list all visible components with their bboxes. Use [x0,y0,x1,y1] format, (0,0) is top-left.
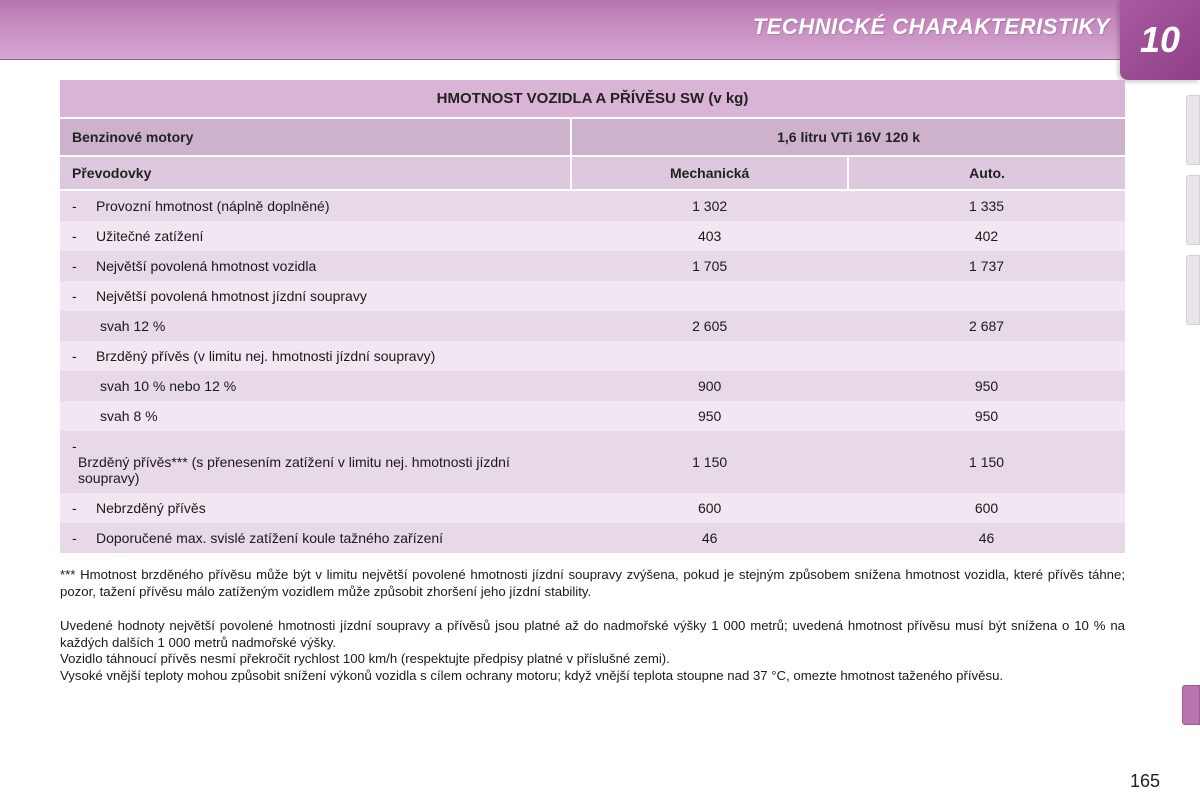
page-number: 165 [1130,771,1160,792]
page-content: HMOTNOST VOZIDLA A PŘÍVĚSU SW (v kg) Ben… [60,80,1125,770]
row-label-text: Užitečné zatížení [90,228,203,244]
row-value-auto: 950 [848,401,1125,431]
engine-value: 1,6 litru VTi 16V 120 k [571,118,1125,156]
row-value-mechanical: 403 [571,221,848,251]
table-title: HMOTNOST VOZIDLA A PŘÍVĚSU SW (v kg) [60,80,1125,118]
row-value-mechanical: 900 [571,371,848,401]
row-label: -Užitečné zatížení [60,221,571,251]
row-label: svah 12 % [60,311,571,341]
bullet-dash-icon: - [72,258,90,274]
row-label: -Největší povolená hmotnost vozidla [60,251,571,281]
row-label-text: Doporučené max. svislé zatížení koule ta… [90,530,443,546]
side-tab [1186,255,1200,325]
row-value-mechanical [571,281,848,311]
row-label-text: Brzděný přívěs (v limitu nej. hmotnosti … [90,348,435,364]
table-row: svah 12 % 2 6052 687 [60,311,1125,341]
footnote-line: Vozidlo táhnoucí přívěs nesmí překročit … [60,651,670,666]
row-value-auto: 402 [848,221,1125,251]
row-label-text: svah 10 % nebo 12 % [72,378,236,394]
table-row: -Doporučené max. svislé zatížení koule t… [60,523,1125,553]
row-value-mechanical: 950 [571,401,848,431]
bullet-dash-icon: - [72,198,90,214]
gearbox-col-b: Auto. [848,156,1125,190]
row-label-text: svah 8 % [72,408,158,424]
row-value-auto [848,341,1125,371]
row-value-mechanical: 2 605 [571,311,848,341]
row-value-mechanical: 46 [571,523,848,553]
row-label-text: svah 12 % [72,318,165,334]
row-label: -Největší povolená hmotnost jízdní soupr… [60,281,571,311]
table-row: svah 10 % nebo 12 % 900950 [60,371,1125,401]
row-value-mechanical: 600 [571,493,848,523]
table-row: svah 8 % 950950 [60,401,1125,431]
chapter-number-badge: 10 [1120,0,1200,80]
row-label-text: Brzděný přívěs*** (s přenesením zatížení… [72,454,559,486]
table-row: -Nebrzděný přívěs600600 [60,493,1125,523]
row-label: -Nebrzděný přívěs [60,493,571,523]
row-value-auto: 2 687 [848,311,1125,341]
row-label: -Provozní hmotnost (náplně doplněné) [60,190,571,221]
row-label-text: Provozní hmotnost (náplně doplněné) [90,198,329,214]
row-label-text: Nebrzděný přívěs [90,500,206,516]
footnote-line: Vysoké vnější teploty mohou způsobit sní… [60,668,1003,683]
row-value-auto: 1 737 [848,251,1125,281]
row-label: svah 10 % nebo 12 % [60,371,571,401]
row-label: svah 8 % [60,401,571,431]
bullet-dash-icon: - [72,438,90,454]
row-value-auto: 1 335 [848,190,1125,221]
row-value-auto: 1 150 [848,431,1125,493]
gearbox-label: Převodovky [60,156,571,190]
row-label: -Brzděný přívěs*** (s přenesením zatížen… [60,431,571,493]
row-label-text: Největší povolená hmotnost vozidla [90,258,316,274]
row-label: -Doporučené max. svislé zatížení koule t… [60,523,571,553]
footnote-paragraph: Uvedené hodnoty největší povolené hmotno… [60,618,1125,684]
gearbox-col-a: Mechanická [571,156,848,190]
footnote-line: Uvedené hodnoty největší povolené hmotno… [60,618,1125,650]
row-value-mechanical: 1 302 [571,190,848,221]
bullet-dash-icon: - [72,228,90,244]
table-row: -Největší povolená hmotnost vozidla1 705… [60,251,1125,281]
bullet-dash-icon: - [72,348,90,364]
row-label: -Brzděný přívěs (v limitu nej. hmotnosti… [60,341,571,371]
weights-table: HMOTNOST VOZIDLA A PŘÍVĚSU SW (v kg) Ben… [60,80,1125,553]
row-value-auto: 950 [848,371,1125,401]
bullet-dash-icon: - [72,500,90,516]
row-value-auto: 46 [848,523,1125,553]
header-title: TECHNICKÉ CHARAKTERISTIKY [753,14,1110,40]
table-row: -Brzděný přívěs*** (s přenesením zatížen… [60,431,1125,493]
row-value-auto: 600 [848,493,1125,523]
table-row: -Užitečné zatížení403402 [60,221,1125,251]
row-value-mechanical: 1 705 [571,251,848,281]
side-tab [1186,95,1200,165]
table-row: -Největší povolená hmotnost jízdní soupr… [60,281,1125,311]
side-tab [1186,175,1200,245]
gearbox-header-row: Převodovky Mechanická Auto. [60,156,1125,190]
engine-label: Benzinové motory [60,118,571,156]
bullet-dash-icon: - [72,288,90,304]
row-label-text: Největší povolená hmotnost jízdní soupra… [90,288,367,304]
engine-header-row: Benzinové motory 1,6 litru VTi 16V 120 k [60,118,1125,156]
side-tab-active [1182,685,1200,725]
footnote-asterisk: *** Hmotnost brzděného přívěsu může být … [60,567,1125,600]
header-band: TECHNICKÉ CHARAKTERISTIKY [0,0,1200,60]
row-value-auto [848,281,1125,311]
row-value-mechanical [571,341,848,371]
row-value-mechanical: 1 150 [571,431,848,493]
table-row: -Provozní hmotnost (náplně doplněné)1 30… [60,190,1125,221]
bullet-dash-icon: - [72,530,90,546]
table-row: -Brzděný přívěs (v limitu nej. hmotnosti… [60,341,1125,371]
